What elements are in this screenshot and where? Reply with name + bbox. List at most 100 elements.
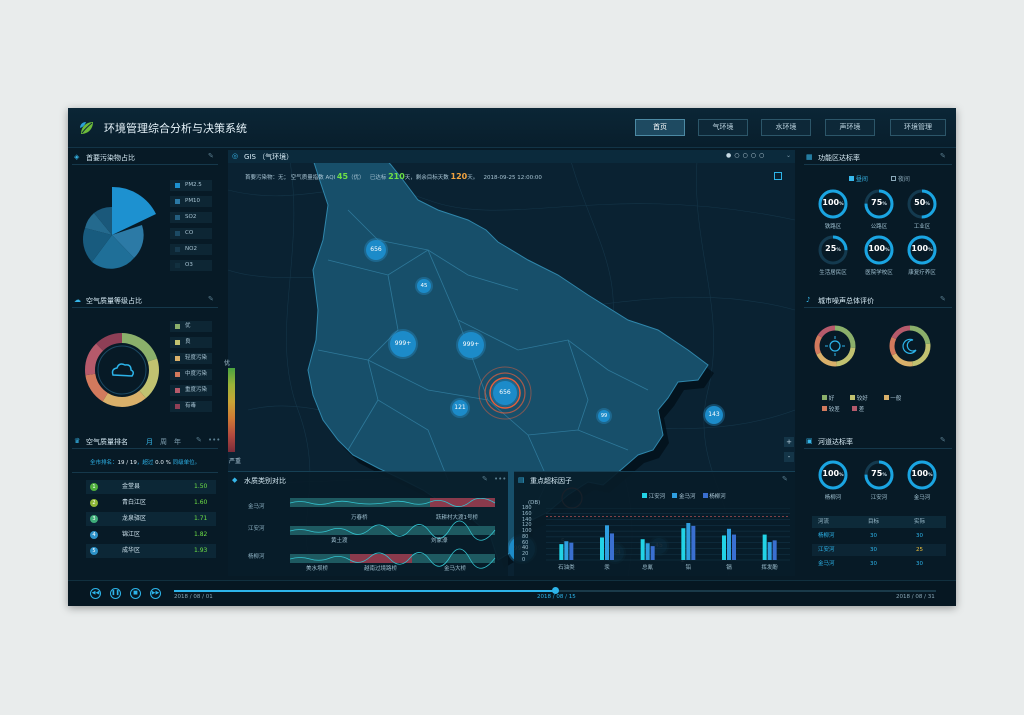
legend-jinma[interactable]: 金马河	[679, 494, 696, 500]
tab-year[interactable]: 年	[174, 438, 181, 446]
legend-yangliu[interactable]: 杨柳河	[709, 494, 726, 500]
factor-bar[interactable]	[640, 539, 645, 560]
legend-o3[interactable]: O3	[170, 260, 212, 271]
map-bubble[interactable]: 143	[705, 406, 723, 424]
legend-jiangan[interactable]: 江安河	[648, 494, 666, 500]
factor-bar[interactable]	[559, 544, 564, 560]
edit-icon[interactable]: ✎	[208, 152, 214, 160]
edit-icon[interactable]: ✎	[940, 436, 946, 444]
edit-icon[interactable]: ✎	[782, 475, 788, 483]
progress-ring	[818, 189, 848, 219]
zone-ring[interactable]: 50% 工业区	[906, 188, 938, 230]
rewind-button[interactable]: ◀◀	[90, 588, 101, 599]
edit-icon[interactable]: ✎	[482, 475, 488, 483]
table-row[interactable]: 江安河 30 25	[812, 544, 946, 556]
pagination-dots[interactable]: ●○○○○	[726, 152, 768, 159]
legend-good[interactable]: 良	[170, 337, 212, 348]
legend-good[interactable]: 好	[828, 396, 835, 402]
factor-bar[interactable]	[681, 528, 686, 560]
legend-no2[interactable]: NO2	[170, 244, 212, 255]
key-factors-legend: 江安河 金马河 杨柳河	[642, 492, 726, 500]
map-bubble[interactable]: 45	[417, 279, 431, 293]
river-ring[interactable]: 75% 江安河	[863, 459, 895, 501]
zone-ring[interactable]: 100% 铁路区	[817, 188, 849, 230]
legend-light[interactable]: 轻度污染	[170, 353, 212, 364]
zone-ring[interactable]: 75% 公路区	[863, 188, 895, 230]
timeline-handle[interactable]	[552, 587, 559, 594]
pause-button[interactable]: ❚❚	[110, 588, 121, 599]
factor-bar[interactable]	[650, 546, 655, 560]
nav-home[interactable]: 首页	[635, 119, 685, 136]
stop-button[interactable]: ■	[130, 588, 141, 599]
factor-bar[interactable]	[727, 528, 731, 560]
nav-water[interactable]: 水环境	[761, 119, 811, 136]
fast-forward-button[interactable]: ▶▶	[150, 588, 161, 599]
factor-bar[interactable]	[762, 534, 767, 560]
zone-ring[interactable]: 25% 生活居民区	[817, 234, 849, 276]
edit-icon[interactable]: ✎	[940, 152, 946, 160]
legend-heavy[interactable]: 重度污染	[170, 385, 212, 396]
river-ring[interactable]: 100% 金马河	[906, 459, 938, 501]
top-bar: 环境管理综合分析与决策系统 首页 气环境 水环境 声环境 环境管理	[68, 108, 956, 148]
table-row[interactable]: 3 龙泉驿区 1.71	[86, 512, 216, 526]
fullscreen-icon[interactable]	[774, 172, 782, 180]
zoom-out-button[interactable]: -	[784, 452, 794, 462]
map-bubble[interactable]: 656	[366, 240, 386, 260]
nav-sound[interactable]: 声环境	[825, 119, 875, 136]
map-bubble[interactable]: 999+	[458, 332, 484, 358]
factor-bar[interactable]	[564, 541, 569, 560]
gis-map[interactable]	[228, 150, 795, 576]
edit-icon[interactable]: ✎	[196, 436, 202, 444]
factor-bar[interactable]	[772, 540, 777, 560]
nav-air[interactable]: 气环境	[698, 119, 748, 136]
map-bubble[interactable]: 99	[598, 410, 610, 422]
more-icon[interactable]: •••	[494, 475, 507, 483]
factor-bar[interactable]	[569, 542, 574, 560]
legend-toxic[interactable]: 有毒	[170, 401, 212, 412]
legend-poor[interactable]: 差	[858, 407, 865, 413]
tab-night[interactable]: 夜间	[891, 174, 910, 183]
legend-so2[interactable]: SO2	[170, 212, 212, 223]
edit-icon[interactable]: ✎	[208, 295, 214, 303]
factor-bar[interactable]	[722, 535, 726, 560]
factor-bar[interactable]	[732, 534, 736, 560]
factor-bar[interactable]	[645, 543, 650, 560]
river-ring[interactable]: 100% 杨柳河	[817, 459, 849, 501]
legend-moderate[interactable]: 中度污染	[170, 369, 212, 380]
map-bubble[interactable]: 656	[493, 381, 517, 405]
table-row[interactable]: 金马河 30 30	[812, 558, 946, 570]
factor-bar[interactable]	[691, 525, 696, 560]
table-row[interactable]: 5 成华区 1.93	[86, 544, 216, 558]
legend-excellent[interactable]: 优	[170, 321, 212, 332]
divider	[72, 307, 218, 308]
factor-bar[interactable]	[610, 533, 614, 560]
factor-bar[interactable]	[686, 523, 691, 560]
table-row[interactable]: 杨柳河 30 30	[812, 530, 946, 542]
legend-pm10[interactable]: PM10	[170, 196, 212, 207]
zone-ring[interactable]: 100% 医院学校区	[863, 234, 895, 276]
nav-env-management[interactable]: 环境管理	[890, 119, 946, 136]
map-bubble[interactable]: 121	[452, 400, 468, 416]
river-name: 杨柳河	[818, 533, 835, 539]
chevron-down-icon[interactable]: ⌄	[786, 152, 792, 159]
factor-bar[interactable]	[767, 542, 772, 560]
table-row[interactable]: 4 锦江区 1.82	[86, 528, 216, 542]
map-bubble[interactable]: 999+	[390, 331, 416, 357]
app-title: 环境管理综合分析与决策系统	[104, 122, 247, 135]
table-row[interactable]: 2 青白江区 1.60	[86, 496, 216, 510]
more-icon[interactable]: •••	[208, 436, 221, 444]
tab-daytime[interactable]: 昼间	[849, 174, 868, 183]
edit-icon[interactable]: ✎	[940, 295, 946, 303]
legend-fairly-good[interactable]: 较好	[856, 396, 868, 402]
legend-pm25[interactable]: PM2.5	[170, 180, 212, 191]
legend-fairly-poor[interactable]: 较差	[828, 407, 840, 413]
legend-average[interactable]: 一般	[890, 396, 902, 402]
legend-co[interactable]: CO	[170, 228, 212, 239]
factor-bar[interactable]	[605, 525, 609, 560]
factor-bar[interactable]	[600, 537, 604, 560]
zoom-in-button[interactable]: +	[784, 437, 794, 447]
tab-month[interactable]: 月	[146, 438, 153, 446]
tab-week[interactable]: 周	[160, 438, 167, 446]
zone-ring[interactable]: 100% 康复疗养区	[906, 234, 938, 276]
table-row[interactable]: 1 金堂县 1.50	[86, 480, 216, 494]
